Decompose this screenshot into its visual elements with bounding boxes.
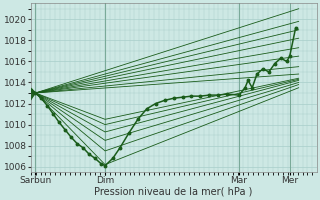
X-axis label: Pression niveau de la mer( hPa ): Pression niveau de la mer( hPa ) [94,187,253,197]
